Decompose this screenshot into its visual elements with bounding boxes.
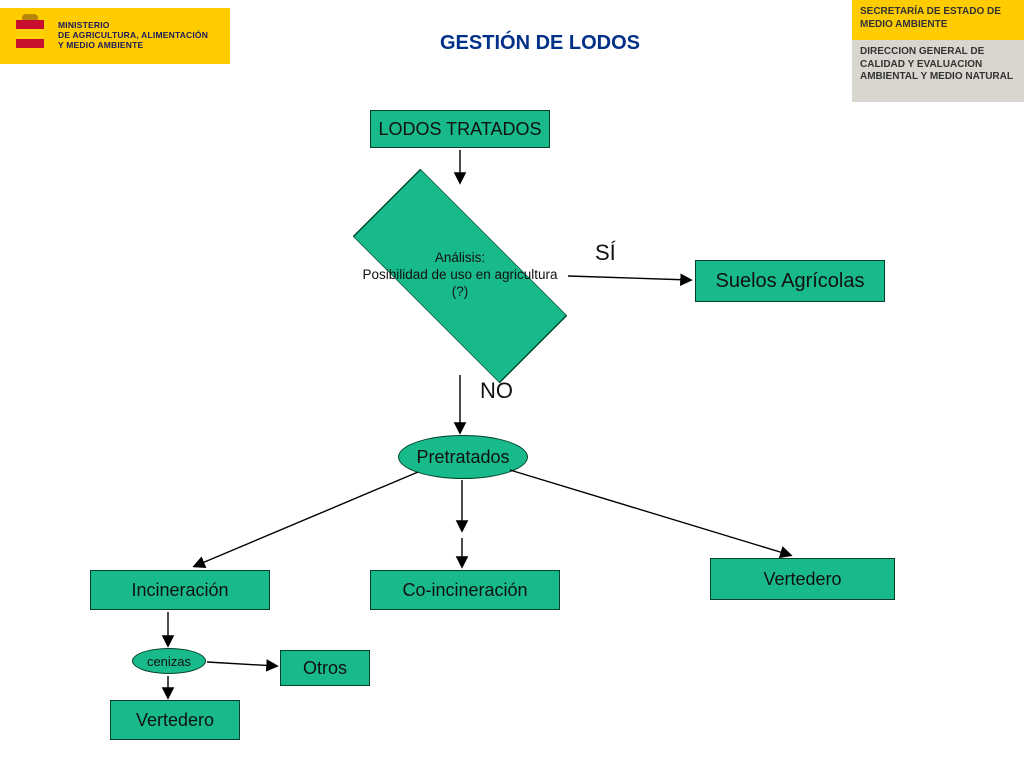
sidebox-secretaria: SECRETARÍA DE ESTADO DE MEDIO AMBIENTE [852, 0, 1024, 40]
node-lodos-tratados: LODOS TRATADOS [370, 110, 550, 148]
node-vertedero-1: Vertedero [710, 558, 895, 600]
node-co-incineracion: Co-incineración [370, 570, 560, 610]
node-incineracion: Incineración [90, 570, 270, 610]
edge-label-no: NO [480, 378, 513, 404]
ministry-text: MINISTERIO DE AGRICULTURA, ALIMENTACIÓN … [58, 21, 208, 50]
ministry-line-3: Y MEDIO AMBIENTE [58, 41, 208, 51]
node-suelos-agricolas: Suelos Agrícolas [695, 260, 885, 302]
edge-label-si: SÍ [595, 240, 616, 266]
node-cenizas: cenizas [132, 648, 206, 674]
header-banner: MINISTERIO DE AGRICULTURA, ALIMENTACIÓN … [0, 8, 230, 64]
coat-of-arms-icon [10, 14, 50, 58]
page-title: GESTIÓN DE LODOS [440, 32, 640, 55]
node-vertedero-2: Vertedero [110, 700, 240, 740]
sidebox-direccion: DIRECCION GENERAL DE CALIDAD Y EVALUACIO… [852, 40, 1024, 102]
node-pretratados: Pretratados [398, 435, 528, 479]
node-analisis-diamond [353, 169, 568, 384]
node-otros: Otros [280, 650, 370, 686]
